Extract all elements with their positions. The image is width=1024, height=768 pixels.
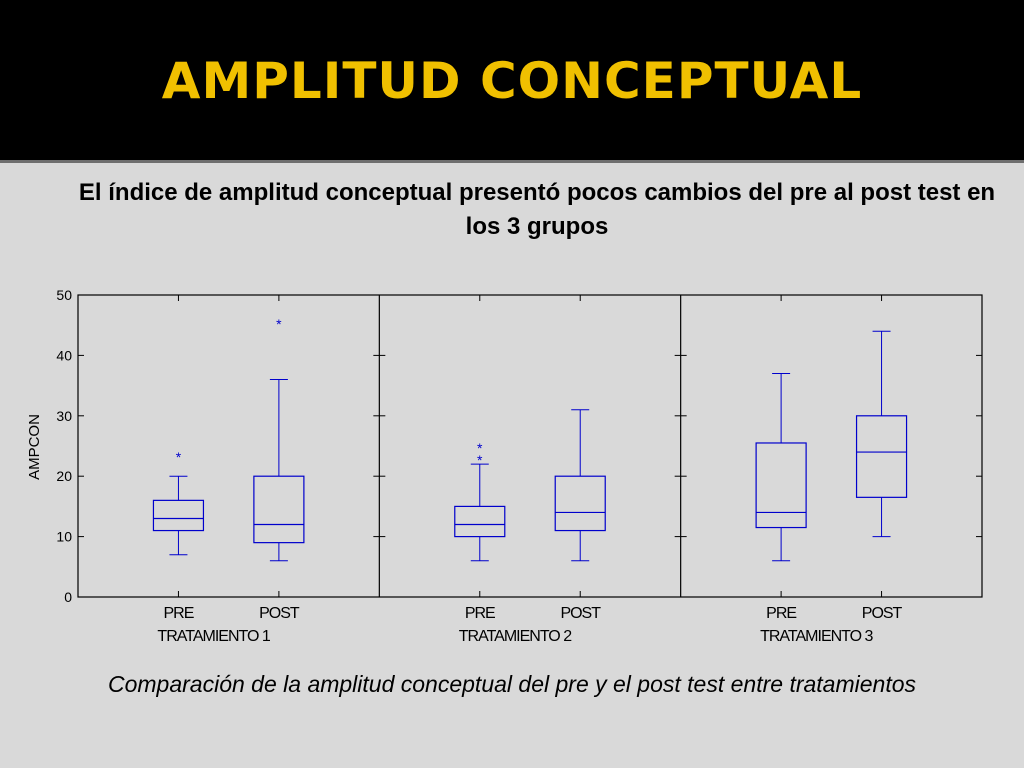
figure-caption: Comparación de la amplitud conceptual de… (108, 671, 916, 697)
panel-label: TRATAMIENTO 1 (157, 628, 270, 645)
y-axis: 0 10 20 30 40 50 (56, 287, 982, 605)
box-pre: * PRE (152, 295, 205, 622)
outlier-marker: * (176, 449, 182, 465)
category-label: POST (862, 605, 903, 622)
category-label: PRE (465, 605, 495, 622)
category-label: POST (259, 605, 300, 622)
category-label: PRE (163, 605, 193, 622)
panel-3: PRE POST TRATAMIENTO 3 (755, 295, 908, 645)
boxplot-chart: 0 10 20 30 40 50 AMPCON * PRE * POST TRATAMIENTO … (26, 287, 983, 645)
outlier-marker: * (477, 452, 483, 468)
box-post: POST (554, 295, 606, 622)
y-tick-label: 40 (56, 347, 72, 363)
box-pre: ** PRE (454, 295, 506, 622)
box-post: * POST (253, 295, 305, 622)
y-axis-label: AMPCON (26, 414, 43, 480)
box-iqr (253, 475, 305, 544)
box-iqr (152, 499, 205, 532)
box-pre: PRE (755, 295, 807, 622)
box-iqr (755, 442, 807, 529)
panel-1: * PRE * POST TRATAMIENTO 1 (152, 295, 305, 645)
panel-label: TRATAMIENTO 3 (760, 628, 873, 645)
slide-title: AMPLITUD CONCEPTUAL (161, 52, 863, 110)
y-tick-label: 10 (56, 529, 72, 545)
outlier-marker: * (276, 316, 282, 332)
box-post: POST (855, 295, 908, 622)
box-iqr (554, 475, 606, 532)
box-iqr (454, 505, 506, 538)
y-tick-label: 30 (56, 408, 72, 424)
y-tick-label: 20 (56, 468, 72, 484)
y-tick-label: 0 (64, 589, 72, 605)
slide-subtitle: El índice de amplitud conceptual present… (78, 179, 996, 240)
title-bar: AMPLITUD CONCEPTUAL (0, 0, 1024, 163)
category-label: POST (560, 605, 601, 622)
panel-2: ** PRE POST TRATAMIENTO 2 (454, 295, 606, 645)
panel-label: TRATAMIENTO 2 (459, 628, 572, 645)
plot-frame (77, 294, 983, 598)
plot-border (77, 294, 983, 598)
box-iqr (855, 415, 908, 498)
outlier-marker: * (477, 440, 483, 456)
category-label: PRE (766, 605, 796, 622)
y-tick-label: 50 (56, 287, 72, 303)
